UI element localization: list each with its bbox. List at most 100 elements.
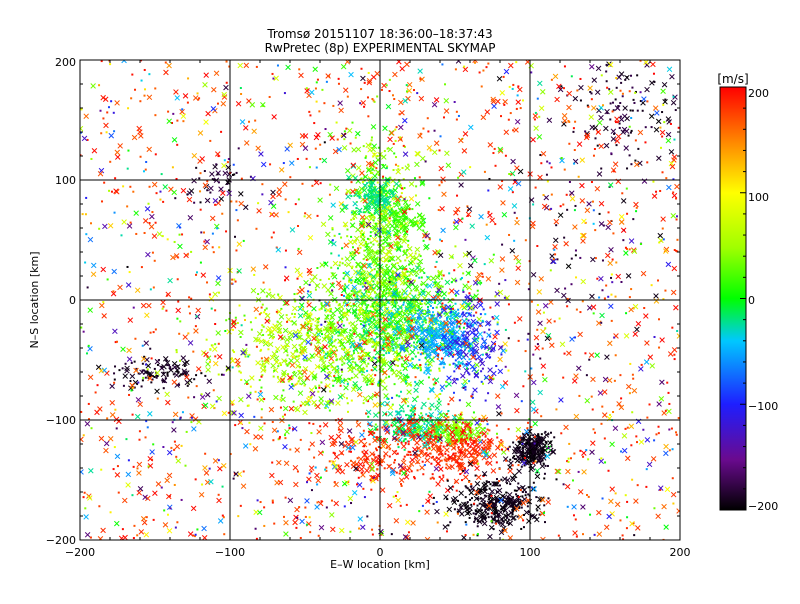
scatter-cross <box>419 181 425 187</box>
scatter-dot <box>519 107 522 110</box>
scatter-dot <box>568 180 571 183</box>
scatter-dot <box>452 313 455 316</box>
scatter-dot <box>377 202 380 205</box>
scatter-dot <box>472 314 475 317</box>
scatter-dot <box>479 324 482 327</box>
scatter-dot <box>527 332 530 335</box>
scatter-dot <box>395 268 398 271</box>
scatter-cross <box>350 255 356 261</box>
scatter-dot <box>176 278 179 281</box>
scatter-dot <box>370 136 373 139</box>
scatter-dot <box>332 384 335 387</box>
scatter-dot <box>486 432 489 435</box>
scatter-dot <box>299 404 302 407</box>
scatter-dot <box>178 383 181 386</box>
scatter-cross <box>345 308 352 314</box>
scatter-cross <box>418 379 424 386</box>
scatter-cross <box>417 308 424 315</box>
scatter-cross <box>398 317 404 324</box>
scatter-dot <box>418 329 421 332</box>
scatter-dot <box>442 116 445 119</box>
scatter-dot <box>348 377 351 380</box>
scatter-cross <box>341 145 348 151</box>
scatter-dot <box>328 409 331 412</box>
scatter-dot <box>396 211 399 214</box>
scatter-dot <box>272 375 275 378</box>
scatter-dot <box>481 382 484 385</box>
scatter-cross <box>317 197 323 203</box>
scatter-cross <box>382 238 389 245</box>
scatter-dot <box>429 434 432 437</box>
scatter-dot <box>635 206 638 209</box>
scatter-dot <box>336 321 339 324</box>
scatter-cross <box>381 154 387 160</box>
scatter-dot <box>500 439 503 442</box>
scatter-dot <box>346 410 349 413</box>
scatter-dot <box>271 421 274 424</box>
scatter-dot <box>419 269 422 272</box>
scatter-dot <box>203 170 206 173</box>
scatter-dot <box>279 364 282 367</box>
scatter-dot <box>511 511 514 514</box>
scatter-dot <box>416 395 419 398</box>
scatter-dot <box>389 195 392 198</box>
scatter-dot <box>363 342 366 345</box>
scatter-dot <box>416 433 419 436</box>
scatter-dot <box>352 246 355 249</box>
scatter-dot <box>613 132 616 135</box>
scatter-cross <box>396 228 402 234</box>
scatter-dot <box>405 296 408 299</box>
scatter-dot <box>342 272 345 275</box>
scatter-dot <box>309 531 312 534</box>
scatter-dot <box>532 434 535 437</box>
scatter-dot <box>271 461 274 464</box>
scatter-dot <box>439 305 442 308</box>
scatter-cross <box>402 373 409 380</box>
scatter-dot <box>150 357 153 360</box>
scatter-dot <box>537 437 540 440</box>
scatter-dot <box>420 317 423 320</box>
scatter-dot <box>362 295 365 298</box>
scatter-dot <box>619 115 622 118</box>
scatter-dot <box>260 375 263 378</box>
scatter-dot <box>385 189 388 192</box>
scatter-dot <box>418 253 421 256</box>
scatter-dot <box>376 257 379 260</box>
scatter-dot <box>403 206 406 209</box>
scatter-dot <box>354 361 357 364</box>
scatter-dot <box>209 191 212 194</box>
scatter-dot <box>121 367 124 370</box>
scatter-dot <box>445 460 448 463</box>
scatter-dot <box>404 379 407 382</box>
scatter-dot <box>432 383 435 386</box>
scatter-dot <box>327 353 330 356</box>
scatter-dot <box>462 290 465 293</box>
scatter-dot <box>293 370 296 373</box>
scatter-dot <box>172 373 175 376</box>
scatter-dot <box>441 348 444 351</box>
scatter-dot <box>418 276 421 279</box>
scatter-dot <box>289 448 292 451</box>
scatter-dot <box>626 212 629 215</box>
scatter-dot <box>388 311 391 314</box>
scatter-dot <box>364 299 367 302</box>
scatter-dot <box>454 68 457 71</box>
scatter-dot <box>347 435 350 438</box>
scatter-dot <box>440 357 443 360</box>
scatter-dot <box>141 362 144 365</box>
scatter-dot <box>521 453 524 456</box>
scatter-dot <box>362 429 365 432</box>
scatter-dot <box>605 63 608 66</box>
scatter-dot <box>395 351 398 354</box>
scatter-dot <box>376 304 379 307</box>
scatter-cross <box>423 339 430 346</box>
scatter-dot <box>522 385 525 388</box>
scatter-dot <box>527 439 530 442</box>
scatter-dot <box>543 472 546 475</box>
scatter-dot <box>103 181 106 184</box>
scatter-dot <box>354 136 357 139</box>
scatter-dot <box>425 433 428 436</box>
scatter-dot <box>484 313 487 316</box>
scatter-dot <box>214 309 217 312</box>
scatter-dot <box>371 383 374 386</box>
